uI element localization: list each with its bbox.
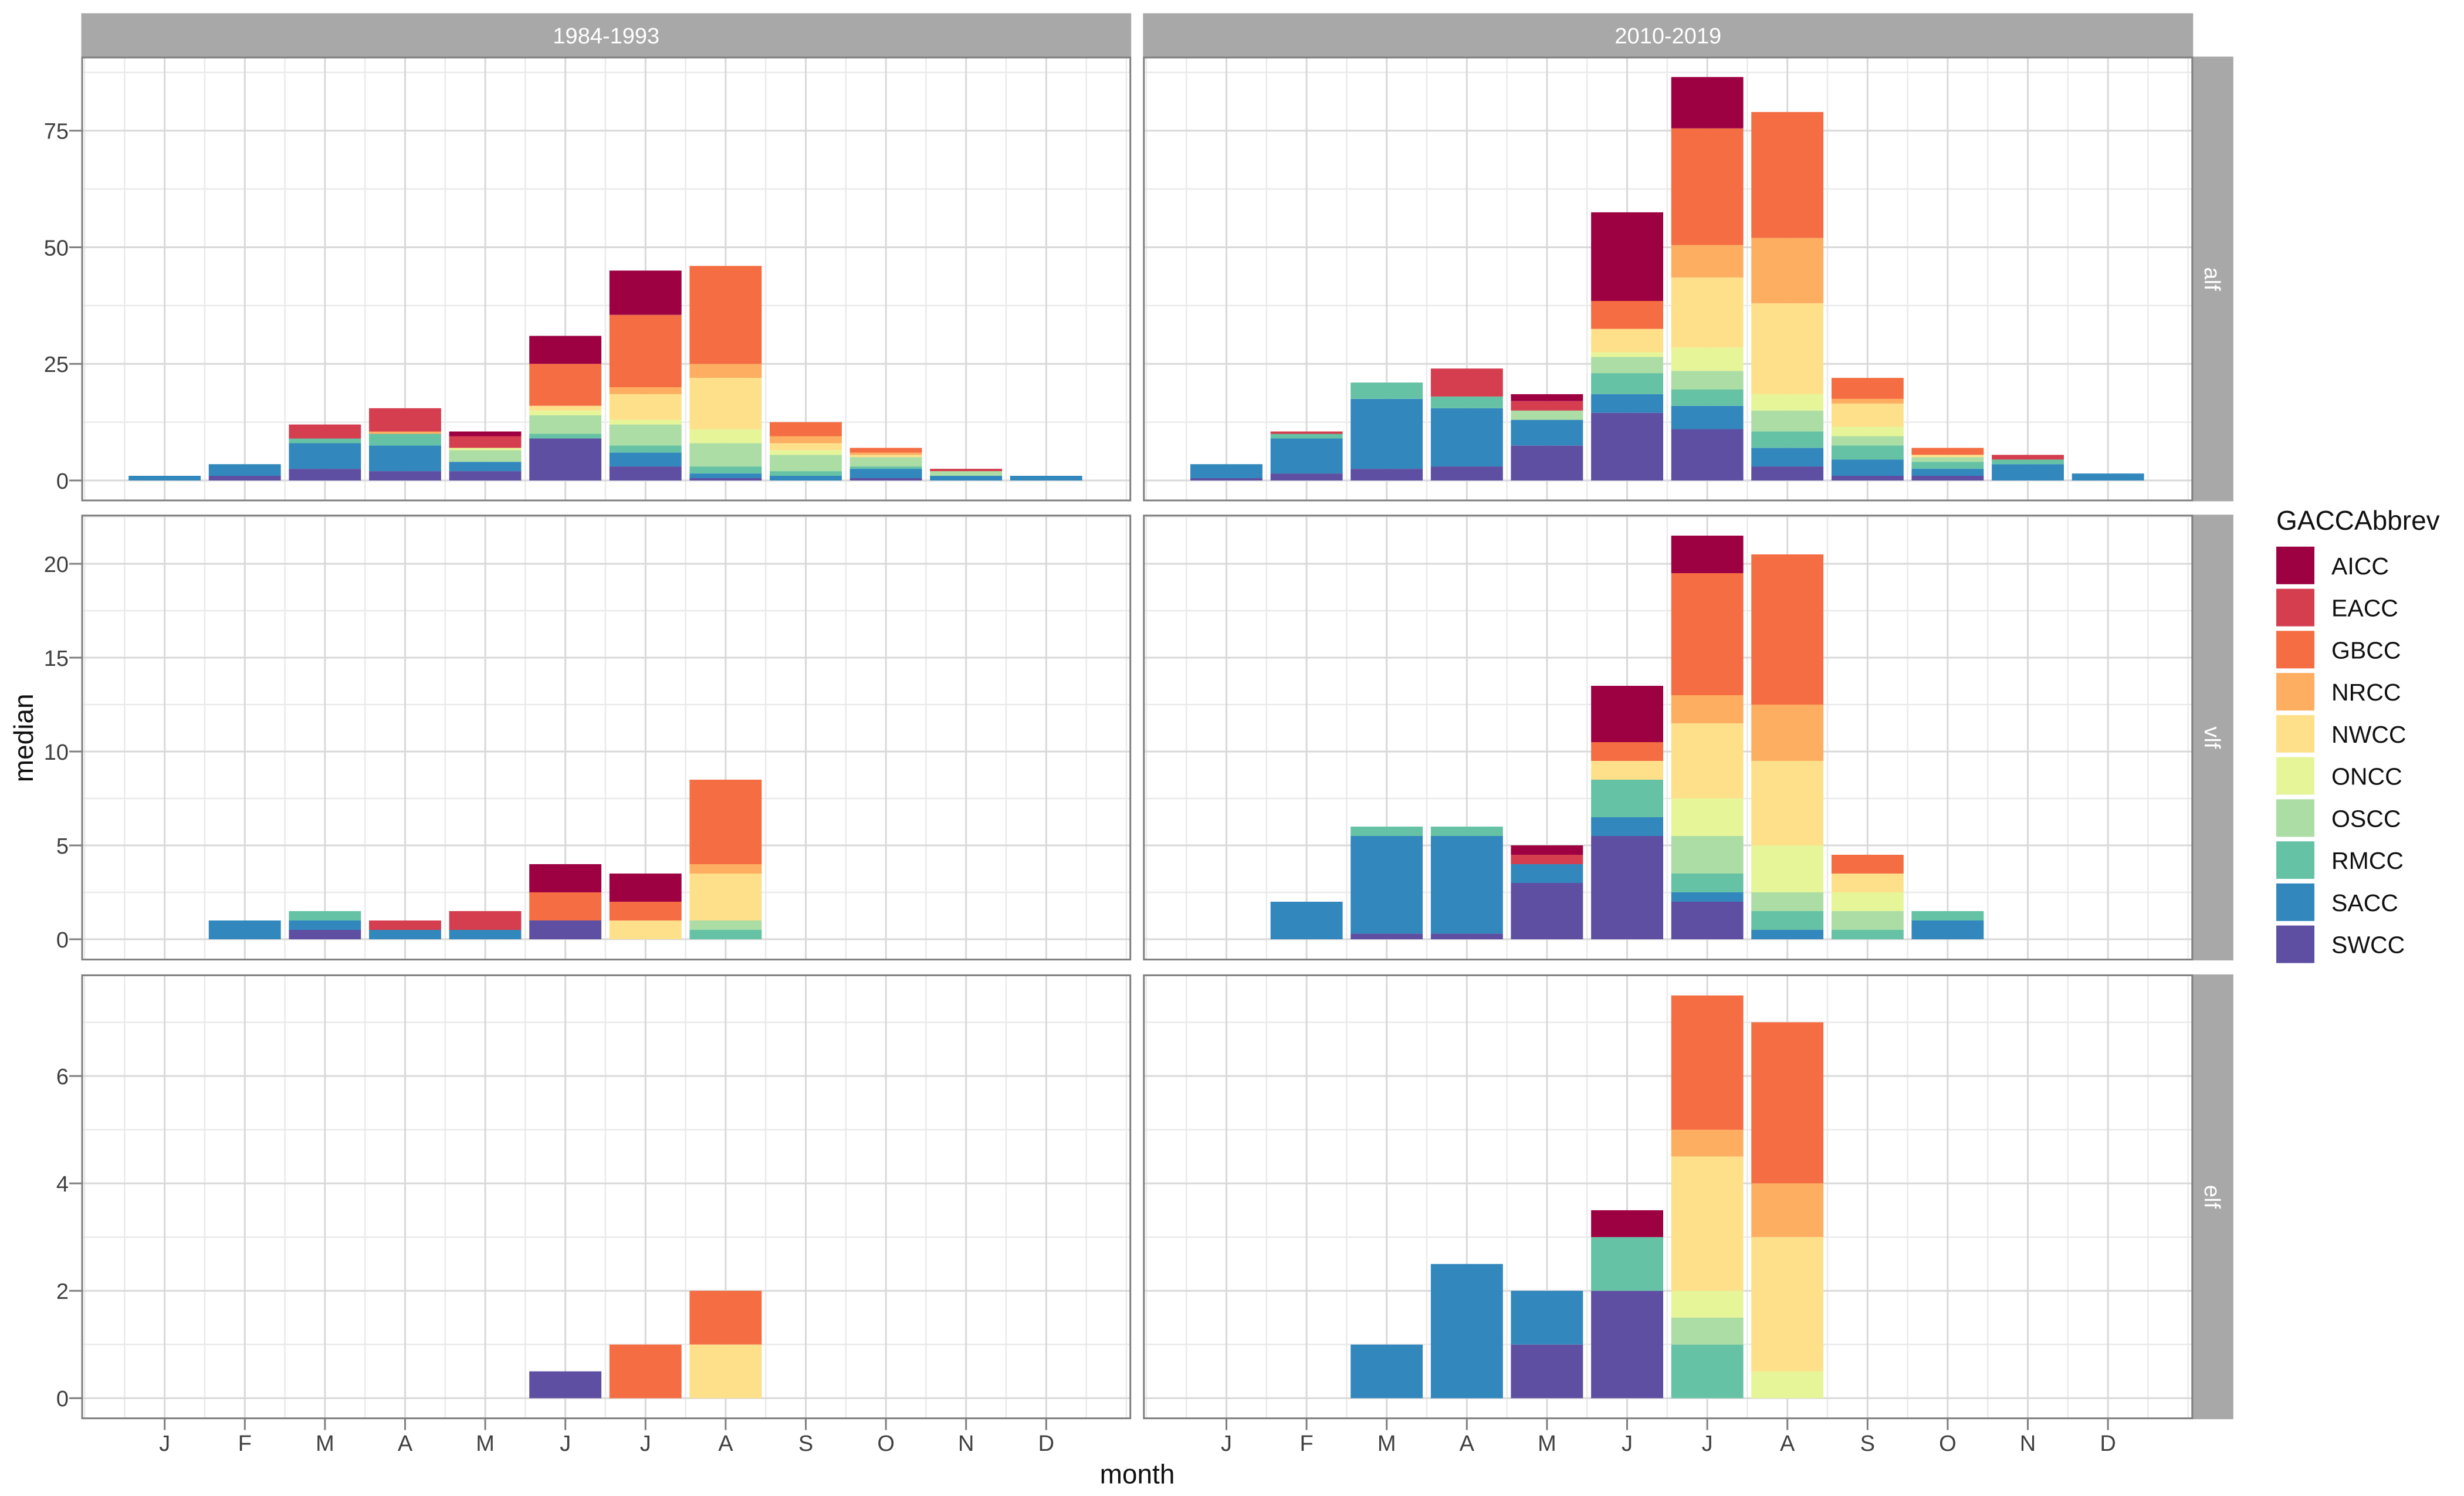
svg-text:J: J [1702,1431,1713,1456]
svg-text:A: A [1460,1431,1475,1456]
svg-text:5: 5 [56,834,69,859]
svg-text:50: 50 [44,236,69,260]
svg-text:6: 6 [56,1065,69,1089]
svg-text:0: 0 [56,1387,69,1412]
svg-text:J: J [560,1431,571,1456]
svg-text:F: F [1299,1431,1313,1456]
svg-text:4: 4 [56,1172,69,1197]
svg-text:D: D [1038,1431,1054,1456]
svg-text:75: 75 [44,120,69,144]
svg-text:median: median [8,693,39,782]
svg-text:J: J [159,1431,170,1456]
svg-text:J: J [1221,1431,1232,1456]
svg-text:RMCC: RMCC [2331,847,2404,874]
svg-text:AICC: AICC [2331,553,2389,580]
svg-text:O: O [877,1431,895,1456]
svg-text:N: N [958,1431,974,1456]
svg-text:S: S [798,1431,813,1456]
svg-text:0: 0 [56,928,69,953]
svg-text:M: M [1538,1431,1556,1456]
svg-text:S: S [1860,1431,1875,1456]
svg-text:elf: elf [2199,1185,2224,1209]
svg-text:15: 15 [44,647,69,671]
svg-text:A: A [718,1431,733,1456]
svg-text:GACCAbbrev: GACCAbbrev [2276,505,2440,536]
svg-text:ONCC: ONCC [2331,763,2402,790]
svg-text:SACC: SACC [2331,889,2398,916]
svg-text:M: M [476,1431,495,1456]
svg-text:O: O [1939,1431,1957,1456]
svg-text:J: J [640,1431,651,1456]
svg-text:NRCC: NRCC [2331,679,2401,706]
svg-text:F: F [238,1431,252,1456]
svg-text:D: D [2100,1431,2116,1456]
svg-text:A: A [1780,1431,1795,1456]
svg-text:20: 20 [44,553,69,577]
svg-text:A: A [398,1431,413,1456]
svg-text:GBCC: GBCC [2331,637,2401,664]
svg-text:J: J [1622,1431,1633,1456]
svg-text:M: M [1377,1431,1396,1456]
svg-text:2: 2 [56,1280,69,1304]
svg-text:month: month [1100,1459,1175,1490]
svg-text:25: 25 [44,353,69,377]
svg-text:2010-2019: 2010-2019 [1615,24,1721,49]
svg-text:10: 10 [44,740,69,765]
svg-text:1984-1993: 1984-1993 [553,24,659,49]
svg-text:EACC: EACC [2331,595,2398,622]
svg-text:vlf: vlf [2199,726,2224,749]
svg-text:SWCC: SWCC [2331,932,2405,959]
svg-text:0: 0 [56,469,69,494]
svg-text:M: M [316,1431,334,1456]
svg-text:N: N [2020,1431,2036,1456]
svg-text:alf: alf [2199,267,2224,291]
svg-text:NWCC: NWCC [2331,721,2407,748]
svg-text:OSCC: OSCC [2331,805,2401,832]
